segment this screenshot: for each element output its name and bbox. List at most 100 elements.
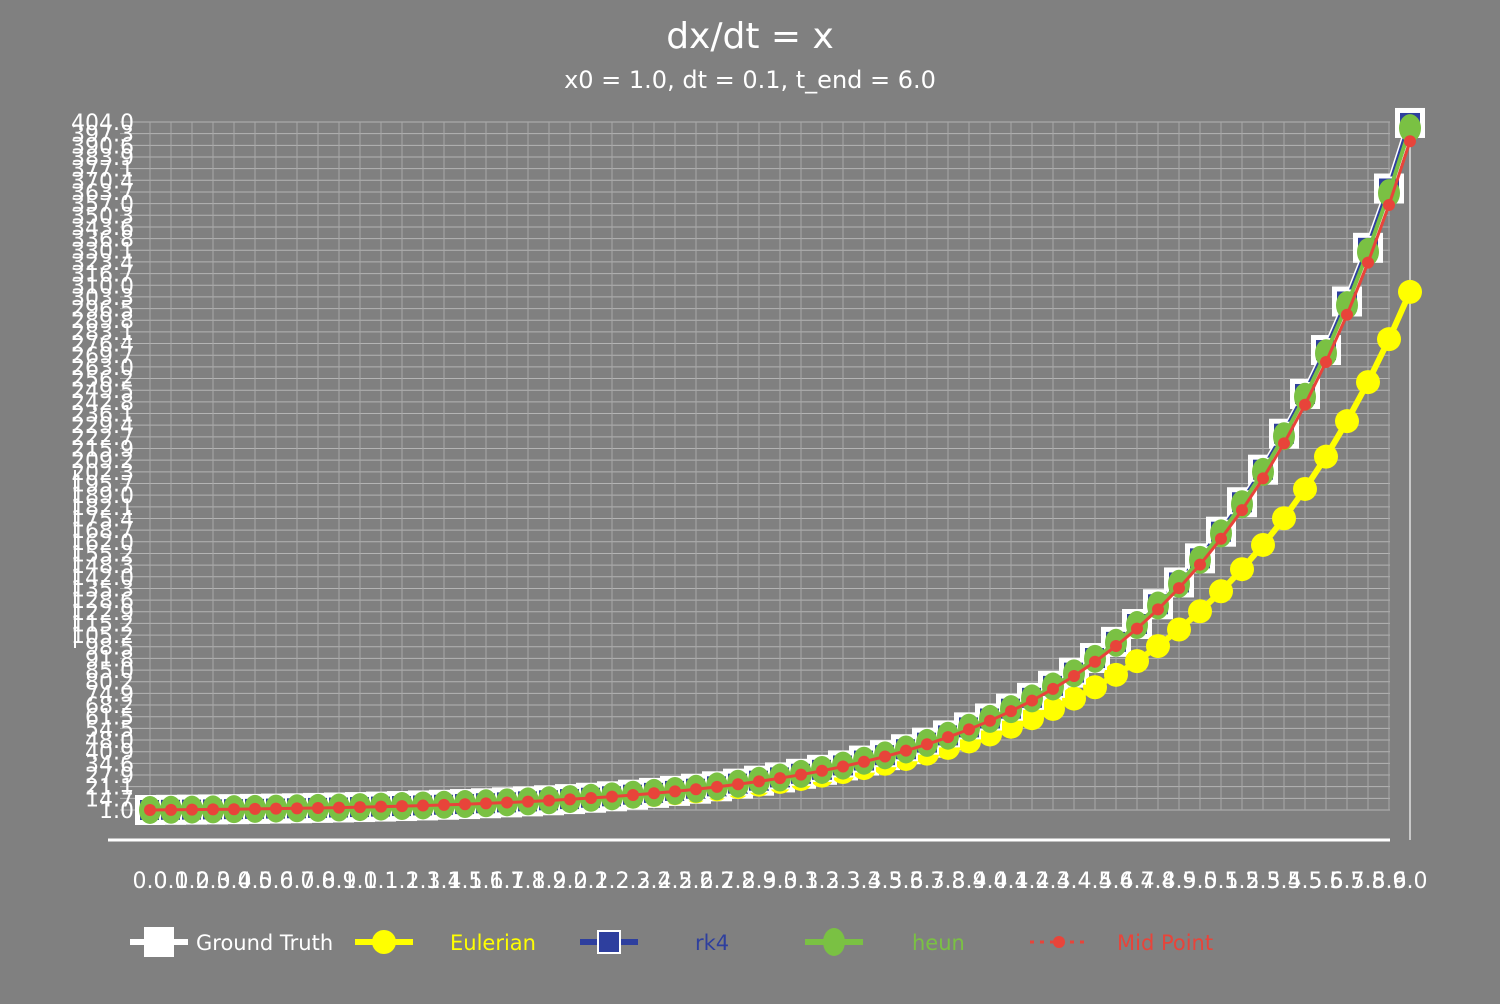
data-point <box>417 799 429 812</box>
data-point <box>627 789 639 802</box>
x-tick-label: 2.9 <box>742 869 777 894</box>
x-tick-label: 4.8 <box>1141 869 1176 894</box>
data-point <box>1398 279 1422 304</box>
y-tick-label: 229.4 <box>71 414 134 439</box>
x-tick-label: 2.5 <box>658 869 693 894</box>
series-mid-point <box>144 135 1416 816</box>
y-tick-label: 98.5 <box>85 636 134 661</box>
x-tick-labels: 0.00.10.20.30.40.50.60.70.80.91.01.11.21… <box>133 869 1428 894</box>
legend: Ground Truth Eulerian rk4 heun Mid Point <box>130 927 1213 957</box>
x-tick-label: 3.0 <box>763 869 798 894</box>
data-point <box>1383 198 1395 211</box>
data-point <box>1356 370 1380 395</box>
data-point <box>1293 476 1317 501</box>
y-tick-label: 168.7 <box>71 519 134 544</box>
x-tick-label: 1.2 <box>385 869 420 894</box>
x-tick-label: 3.3 <box>826 869 861 894</box>
data-point <box>774 772 786 785</box>
data-point <box>501 796 513 809</box>
data-point <box>1236 504 1248 517</box>
y-tick-label: 80.2 <box>85 671 134 696</box>
data-point <box>228 803 240 816</box>
y-tick-label: 289.8 <box>71 309 134 334</box>
data-point <box>1146 634 1170 659</box>
y-tick-label: 357.0 <box>71 193 134 218</box>
y-tick-label: 85.0 <box>85 659 134 684</box>
legend-item-rk4: rk4 <box>580 930 729 955</box>
data-point <box>1104 662 1128 687</box>
data-point <box>438 798 450 811</box>
x-tick-label: 5.8 <box>1351 869 1386 894</box>
data-point <box>375 800 387 813</box>
axes <box>74 122 1411 842</box>
data-point <box>1404 135 1416 148</box>
x-tick-label: 1.1 <box>364 869 399 894</box>
data-point <box>270 802 282 815</box>
legend-label: heun <box>912 931 965 955</box>
data-point <box>1377 327 1401 352</box>
data-point <box>1167 617 1191 642</box>
legend-item-ground-truth: Ground Truth <box>130 927 333 957</box>
legend-label: Mid Point <box>1117 931 1213 955</box>
x-tick-label: 4.4 <box>1057 869 1092 894</box>
y-tick-label: 276.4 <box>71 333 134 358</box>
data-point <box>879 750 891 763</box>
y-tick-label: 242.8 <box>71 391 134 416</box>
x-tick-label: 5.2 <box>1225 869 1260 894</box>
y-tick-label: 54.5 <box>85 717 134 742</box>
y-tick-label: 350.3 <box>71 204 134 229</box>
y-tick-label: 162.0 <box>71 531 134 556</box>
data-point <box>543 794 555 807</box>
x-tick-label: 5.5 <box>1288 869 1323 894</box>
x-tick-label: 5.0 <box>1183 869 1218 894</box>
x-tick-label: 4.6 <box>1099 869 1134 894</box>
data-point <box>333 801 345 814</box>
x-tick-label: 5.1 <box>1204 869 1239 894</box>
x-tick-label: 0.2 <box>175 869 210 894</box>
data-point <box>900 744 912 757</box>
data-point <box>921 738 933 751</box>
y-tick-label: 397.3 <box>71 123 134 148</box>
y-tick-label: 48.0 <box>85 729 134 754</box>
x-tick-label: 0.3 <box>196 869 231 894</box>
y-tick-label: 21.1 <box>85 776 134 801</box>
x-tick-label: 3.4 <box>847 869 882 894</box>
y-tick-label: 148.3 <box>71 554 134 579</box>
chart-subtitle: x0 = 1.0, dt = 0.1, t_end = 6.0 <box>564 66 936 94</box>
x-tick-label: 5.4 <box>1267 869 1302 894</box>
x-tick-label: 4.7 <box>1120 869 1155 894</box>
data-point <box>690 783 702 796</box>
legend-marker <box>597 930 621 954</box>
data-point <box>1047 682 1059 695</box>
y-tick-label: 303.3 <box>71 286 134 311</box>
data-point <box>1173 582 1185 595</box>
y-tick-label: 256.2 <box>71 368 134 393</box>
x-tick-label: 6.0 <box>1393 869 1428 894</box>
y-tick-label: 135.3 <box>71 577 134 602</box>
y-tick-label: 209.2 <box>71 449 134 474</box>
x-tick-label: 4.1 <box>994 869 1029 894</box>
data-point <box>963 723 975 736</box>
data-point <box>1362 256 1374 269</box>
data-point <box>564 793 576 806</box>
y-tick-labels: 1.014.721.127.934.640.948.054.561.568.27… <box>71 111 134 824</box>
y-tick-label: 370.4 <box>71 169 134 194</box>
data-point <box>1062 686 1086 711</box>
x-tick-label: 1.4 <box>427 869 462 894</box>
data-point <box>585 792 597 805</box>
legend-item-eulerian: Eulerian <box>355 930 536 955</box>
y-tick-label: 34.6 <box>85 752 134 777</box>
y-tick-label: 249.5 <box>71 379 134 404</box>
y-tick-label: 189.0 <box>71 484 134 509</box>
x-tick-label: 2.4 <box>637 869 672 894</box>
x-tick-label: 1.3 <box>406 869 441 894</box>
data-point <box>249 802 261 815</box>
y-tick-label: 27.9 <box>85 764 134 789</box>
y-tick-label: 269.7 <box>71 344 134 369</box>
y-tick-label: 61.5 <box>85 706 134 731</box>
data-point <box>1125 649 1149 674</box>
x-tick-label: 0.0 <box>133 869 168 894</box>
data-point <box>480 797 492 810</box>
legend-label: rk4 <box>695 931 729 955</box>
